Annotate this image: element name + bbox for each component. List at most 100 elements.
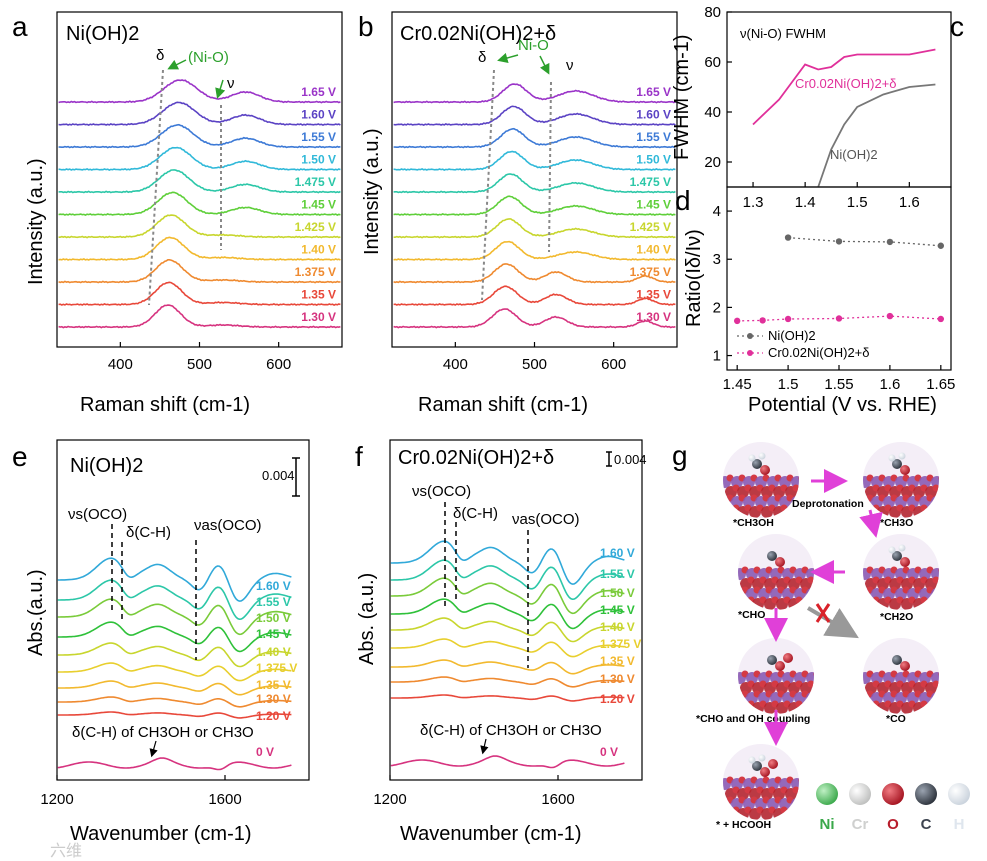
series-label-a-8: 1.55 V bbox=[301, 130, 336, 144]
y-axis-title-e: Abs.(a.u.) bbox=[25, 569, 47, 656]
y-axis-title-a: Intensity (a.u.) bbox=[25, 158, 47, 285]
atom-c bbox=[767, 551, 777, 561]
structure-3 bbox=[738, 534, 814, 610]
ir-spectrum-e-1 bbox=[57, 711, 292, 719]
panel-label-f: f bbox=[355, 441, 363, 472]
line-d-0 bbox=[788, 236, 941, 247]
legend-sphere-o bbox=[882, 783, 904, 805]
spectrum-b-9 bbox=[393, 105, 676, 126]
series-label-b-0: 1.30 V bbox=[636, 310, 671, 324]
series-label-e-4: 1.375 V bbox=[256, 661, 297, 675]
ir-spectrum-e-6 bbox=[57, 621, 292, 653]
series-label-e-7: 1.50 V bbox=[256, 611, 291, 625]
x-tick-label-c: 1.3 bbox=[743, 194, 764, 211]
atom-o bbox=[775, 661, 785, 671]
spectrum-b-2 bbox=[393, 263, 676, 284]
series-label-b-4: 1.425 V bbox=[630, 220, 671, 234]
spectrum-a-7 bbox=[58, 146, 341, 171]
spectrum-b-10 bbox=[393, 83, 676, 104]
annotation-nu: ν bbox=[227, 75, 235, 92]
series-label-a-10: 1.65 V bbox=[301, 85, 336, 99]
point-d-0-1 bbox=[835, 238, 843, 245]
annotation-dch-e: δ(C-H) bbox=[126, 524, 171, 541]
peak-guide-delta-b bbox=[481, 69, 495, 301]
spectrum-a-3 bbox=[58, 236, 341, 261]
peak-guide-nu-b bbox=[548, 81, 552, 253]
scalebar-label-e: 0.004 bbox=[262, 468, 295, 483]
atom-h bbox=[888, 454, 896, 462]
series-label-f-6: 1.45 V bbox=[600, 603, 635, 617]
y-tick-label-d: 3 bbox=[713, 251, 721, 268]
atom-c bbox=[752, 761, 762, 771]
state-co: *CO bbox=[886, 713, 906, 725]
legend-label-d: Ni(OH)2 bbox=[768, 328, 816, 343]
x-tick-label-d: 1.45 bbox=[723, 376, 752, 393]
point-d-0-3 bbox=[937, 242, 945, 249]
x-tick-label-a: 500 bbox=[187, 356, 212, 373]
ir-spectrum-f-2 bbox=[390, 676, 625, 688]
atom-h bbox=[748, 756, 756, 764]
panel-d: d 1 2 3 4 1.45 1.5 1.55 1.6 1.65 Ni(OH)2 Cr0.02Ni… bbox=[675, 185, 955, 416]
scalebar-label-f: 0.004 bbox=[614, 452, 647, 467]
spectrum-a-2 bbox=[58, 259, 341, 284]
series-label-f-5: 1.40 V bbox=[600, 620, 635, 634]
atom-o bbox=[760, 767, 770, 777]
x-tick-label-d: 1.55 bbox=[824, 376, 853, 393]
panel-a: a Ni(OH)2 400 500 600 1.30 V 1.35 V 1.375 V 1… bbox=[12, 11, 343, 416]
atom-c bbox=[892, 551, 902, 561]
panel-label-c: c bbox=[950, 11, 964, 42]
state-hcooh: * + HCOOH bbox=[716, 819, 771, 831]
point-d-1-1 bbox=[759, 317, 766, 324]
panel-g: g *CH3OH *CH3O *CH2O *CHO *CO *CHO and O… bbox=[672, 440, 970, 833]
point-d-0-2 bbox=[886, 238, 894, 246]
ir-spectrum-f-7 bbox=[390, 577, 625, 615]
atom-c bbox=[767, 655, 777, 665]
panel-label-e: e bbox=[12, 441, 28, 472]
legend-sphere-h bbox=[948, 783, 970, 805]
x-tick-label-f: 1200 bbox=[373, 791, 406, 808]
y-axis-title-c: FWHM (cm-1) bbox=[671, 34, 693, 160]
series-label-b-7: 1.50 V bbox=[636, 153, 671, 167]
atom-o bbox=[900, 557, 910, 567]
arrow-bottom-e bbox=[149, 740, 158, 758]
annotation-vas-f: νas(OCO) bbox=[512, 511, 580, 528]
y-tick-label-c: 20 bbox=[704, 154, 721, 171]
ir-spectrum-f-5 bbox=[390, 617, 625, 643]
series-label-a-2: 1.375 V bbox=[295, 265, 336, 279]
state-cho: *CHO bbox=[738, 609, 765, 621]
y-tick-label-c: 80 bbox=[704, 4, 721, 21]
atom-h bbox=[758, 754, 766, 762]
line-c-0 bbox=[752, 48, 936, 126]
series-label-b-1: 1.35 V bbox=[636, 288, 671, 302]
annotation-delta-b: δ bbox=[478, 49, 486, 66]
cross-mark-2 bbox=[815, 603, 831, 623]
spectrum-a-9 bbox=[58, 101, 341, 126]
annotation-bottom-e: δ(C-H) of CH3OH or CH3O bbox=[72, 724, 254, 741]
state-ch3o: *CH3O bbox=[880, 517, 913, 529]
series-label-e-3: 1.35 V bbox=[256, 678, 291, 692]
series-label-b-8: 1.55 V bbox=[636, 130, 671, 144]
legend-label-h: H bbox=[954, 816, 965, 833]
x-tick-label-a: 600 bbox=[266, 356, 291, 373]
x-tick-label-c: 1.5 bbox=[847, 194, 868, 211]
ir-spectrum-e-8 bbox=[57, 579, 292, 621]
spectrum-b-4 bbox=[393, 218, 676, 239]
legend-marker-d bbox=[747, 350, 753, 356]
x-tick-label-d: 1.6 bbox=[879, 376, 900, 393]
series-label-f-8: 1.55 V bbox=[600, 567, 635, 581]
ir-spectrum-e-5 bbox=[57, 642, 292, 668]
ir-spectrum-f-0 bbox=[390, 755, 625, 769]
atom-c bbox=[892, 459, 902, 469]
series-label-e-5: 1.40 V bbox=[256, 645, 291, 659]
x-axis-title-f: Wavenumber (cm-1) bbox=[400, 823, 582, 845]
series-label-f-7: 1.50 V bbox=[600, 586, 635, 600]
atom-c bbox=[752, 459, 762, 469]
x-tick-label-d: 1.5 bbox=[778, 376, 799, 393]
spectrum-a-10 bbox=[58, 79, 341, 104]
atom-h bbox=[898, 452, 906, 460]
structure-4 bbox=[863, 638, 939, 714]
series-label-a-6: 1.475 V bbox=[295, 175, 336, 189]
panel-label-g: g bbox=[672, 440, 688, 471]
annotation-ni-o: (Ni-O) bbox=[188, 49, 229, 66]
atom-o bbox=[760, 465, 770, 475]
